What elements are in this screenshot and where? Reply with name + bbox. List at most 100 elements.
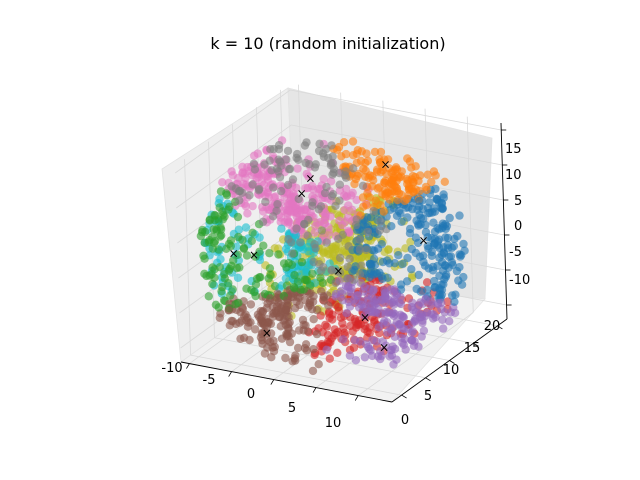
data-point (314, 205, 323, 214)
data-point (394, 251, 403, 260)
data-point (329, 164, 338, 174)
data-point (270, 244, 279, 253)
data-point (403, 213, 412, 222)
data-point (446, 252, 456, 261)
grid-line (184, 159, 191, 356)
data-point (260, 320, 270, 330)
data-point (385, 195, 394, 204)
data-point (434, 198, 444, 207)
data-point (388, 308, 398, 317)
data-point (270, 193, 279, 202)
data-point (398, 259, 407, 269)
data-point (214, 303, 223, 312)
data-point (419, 326, 429, 335)
data-point (407, 303, 416, 312)
data-point (269, 183, 278, 192)
data-point (441, 220, 450, 229)
data-point (452, 266, 462, 276)
x-tick-mark (312, 387, 317, 393)
data-point (285, 164, 295, 174)
data-point (344, 242, 353, 251)
data-point (335, 268, 345, 277)
data-point (390, 344, 400, 354)
y-tick-mark (449, 360, 455, 364)
data-point (324, 301, 333, 310)
data-point (341, 281, 351, 291)
data-point (331, 278, 340, 288)
data-point (341, 217, 350, 226)
data-point (414, 270, 423, 280)
data-point (356, 278, 365, 288)
data-point (251, 325, 260, 334)
data-point (311, 160, 320, 169)
data-point (200, 254, 209, 263)
x-axis: -10 -5 0 5 10 (161, 361, 341, 431)
data-point (210, 210, 219, 220)
data-point (380, 289, 389, 298)
data-point (378, 274, 387, 283)
data-point (343, 274, 352, 283)
y-tick-mark (401, 394, 407, 399)
data-point (363, 227, 373, 237)
data-point (218, 207, 227, 216)
x-tick-mark (270, 379, 275, 385)
y-tick-label: 0 (401, 413, 409, 428)
data-point (433, 299, 443, 308)
data-point (381, 176, 390, 185)
centroid-marker: × (418, 234, 428, 248)
data-point (287, 260, 297, 269)
data-point (337, 152, 346, 161)
data-point (407, 244, 416, 254)
data-point (347, 191, 356, 200)
x-tick-label: 10 (325, 416, 342, 431)
data-point (341, 173, 351, 182)
data-point (405, 224, 415, 234)
data-point (431, 313, 440, 322)
data-point (308, 366, 318, 376)
data-point (322, 345, 331, 354)
centroid-marker: × (379, 340, 389, 354)
x-tick-label: -10 (161, 361, 182, 376)
data-point (345, 351, 355, 360)
data-point (379, 207, 388, 216)
data-point (331, 300, 340, 309)
data-point (370, 147, 380, 157)
data-point (328, 190, 338, 199)
data-point (285, 337, 295, 347)
data-point (349, 164, 358, 173)
data-point (214, 245, 223, 254)
data-point (243, 322, 253, 331)
data-points (196, 136, 469, 376)
data-point (265, 249, 274, 258)
data-point (343, 262, 352, 272)
data-point (311, 244, 320, 253)
data-point (266, 294, 275, 303)
data-point (218, 282, 227, 292)
data-point (450, 297, 459, 306)
data-point (425, 198, 434, 207)
data-point (233, 212, 243, 222)
data-point (261, 197, 270, 207)
data-point (227, 261, 236, 270)
grid-line (466, 116, 474, 313)
data-point (352, 215, 361, 224)
data-point (424, 209, 433, 218)
data-point (390, 285, 399, 294)
data-point (376, 217, 385, 226)
data-point (348, 137, 358, 146)
data-point (338, 247, 347, 256)
data-point (327, 266, 336, 275)
data-point (360, 353, 370, 362)
data-point (362, 245, 371, 255)
data-point (358, 193, 368, 202)
data-point (408, 271, 417, 280)
data-point (424, 244, 433, 253)
data-point (355, 337, 365, 346)
data-point (314, 360, 323, 369)
data-point (255, 273, 264, 282)
data-point (386, 205, 395, 214)
data-point (306, 281, 315, 290)
data-point (411, 316, 420, 325)
data-point (324, 153, 333, 163)
